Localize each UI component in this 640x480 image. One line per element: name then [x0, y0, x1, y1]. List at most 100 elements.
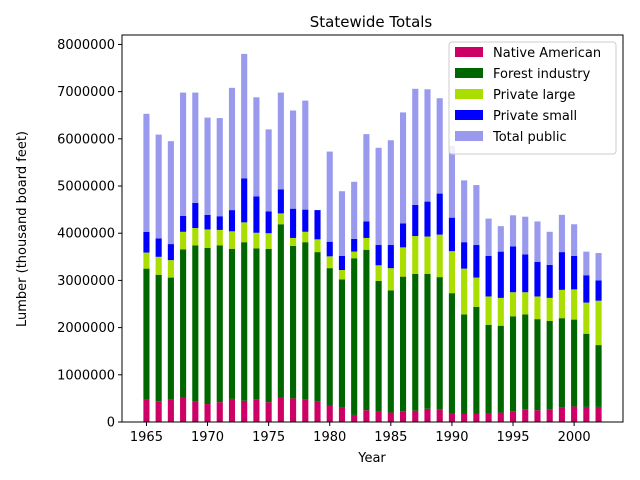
- y-tick-label: 3000000: [57, 274, 115, 289]
- bar-segment-1-2001: [583, 333, 590, 407]
- bar-segment-4-2000: [571, 224, 578, 256]
- bar-segment-2-1994: [497, 297, 504, 326]
- bar-segment-3-1998: [546, 264, 553, 298]
- bar-segment-2-1991: [461, 268, 468, 315]
- bar-segment-1-1980: [326, 268, 333, 406]
- bar-segment-3-1994: [497, 251, 504, 298]
- bar-segment-4-1995: [509, 215, 517, 247]
- bar-segment-1-1975: [265, 248, 272, 403]
- y-axis-ticks: 0 1000000 2000000 3000000 4000000 5000000 6000…: [57, 38, 122, 431]
- bar-segment-0-1983: [363, 410, 370, 422]
- bar-segment-4-1992: [473, 185, 480, 246]
- bar-segment-2-1987: [412, 236, 419, 274]
- bar-segment-2-1977: [290, 237, 297, 246]
- bar-segment-2-1990: [448, 251, 455, 294]
- bar-segment-4-1989: [436, 98, 443, 194]
- bar-segment-0-1972: [228, 398, 236, 422]
- bar-segment-0-1999: [558, 407, 565, 422]
- bar-segment-2-1980: [326, 256, 333, 269]
- bar-segment-3-1996: [522, 254, 529, 293]
- plot-frame: [121, 34, 624, 423]
- bar-segment-3-2001: [583, 275, 590, 303]
- bar-segment-4-1976: [277, 92, 284, 190]
- legend: Native American Forest industry Private la…: [448, 41, 617, 155]
- bar-segment-0-1992: [473, 413, 480, 422]
- bar-segment-3-1984: [375, 245, 382, 266]
- legend-swatch-1: [455, 68, 483, 78]
- bar-segment-2-1981: [338, 270, 346, 280]
- bar-segment-3-1972: [228, 210, 236, 232]
- bar-segment-2-1970: [204, 229, 211, 248]
- bar-segment-3-1993: [485, 255, 492, 297]
- bar-segment-1-1982: [351, 258, 358, 415]
- bar-segment-1-1974: [253, 248, 260, 400]
- bar-segment-2-1993: [485, 296, 492, 325]
- bar-segment-0-1998: [546, 409, 553, 422]
- bar-segment-0-1981: [338, 407, 346, 422]
- bar-segment-2-1995: [509, 292, 517, 317]
- bar-segment-3-1995: [509, 246, 517, 293]
- bar-segment-2-1969: [192, 228, 199, 246]
- bar-segment-1-1983: [363, 249, 370, 411]
- bar-segment-2-1996: [522, 292, 529, 315]
- x-tick-label: 1980: [313, 430, 346, 445]
- bar-segment-1-1991: [461, 314, 468, 414]
- bar-segment-2-1973: [241, 222, 248, 243]
- bar-segment-1-1968: [180, 249, 187, 397]
- bars-group: [143, 53, 602, 422]
- bar-segment-3-1979: [314, 210, 321, 240]
- bar-segment-4-1966: [155, 134, 162, 239]
- bar-segment-0-1995: [509, 411, 517, 422]
- bar-segment-2-1984: [375, 265, 382, 281]
- bar-segment-2-1992: [473, 277, 480, 307]
- bar-segment-4-1998: [546, 231, 553, 265]
- y-tick-label: 1000000: [57, 368, 115, 383]
- bar-segment-4-1981: [338, 191, 346, 256]
- bar-segment-4-1978: [302, 100, 309, 210]
- x-tick-label: 1990: [435, 430, 468, 445]
- bar-segment-1-1999: [558, 318, 565, 408]
- bar-segment-1-1989: [436, 277, 443, 410]
- bar-segment-1-1986: [399, 276, 407, 412]
- bar-segment-1-1984: [375, 280, 382, 412]
- bar-segment-1-1965: [143, 268, 150, 400]
- bar-segment-1-1969: [192, 245, 199, 402]
- bar-segment-3-1968: [180, 215, 187, 232]
- bar-segment-4-1965: [143, 113, 150, 232]
- bar-segment-0-1979: [314, 401, 321, 422]
- bar-segment-0-1986: [399, 411, 407, 422]
- bar-segment-4-1986: [399, 112, 407, 224]
- bar-segment-0-1978: [302, 399, 309, 422]
- y-tick-label: 5000000: [57, 180, 115, 195]
- bar-segment-4-1990: [448, 145, 455, 218]
- x-tick-label: 1985: [374, 430, 407, 445]
- bar-segment-2-1972: [228, 231, 236, 249]
- x-axis-title: Year: [357, 451, 386, 466]
- legend-label-1: Forest industry: [493, 67, 591, 82]
- bar-segment-4-1993: [485, 218, 492, 256]
- x-tick-label: 1965: [130, 430, 163, 445]
- bar-segment-1-1987: [412, 273, 419, 411]
- bar-segment-3-1983: [363, 221, 370, 238]
- bar-segment-0-1997: [534, 410, 541, 422]
- bar-segment-3-1987: [412, 204, 419, 237]
- bar-segment-2-1965: [143, 252, 150, 269]
- bar-segment-2-1998: [546, 297, 553, 322]
- bar-segment-1-1992: [473, 306, 480, 414]
- bar-segment-0-1993: [485, 413, 492, 422]
- bar-segment-0-1977: [290, 398, 297, 422]
- bar-segment-0-1991: [461, 413, 468, 422]
- bar-segment-4-1970: [204, 117, 211, 215]
- bar-segment-3-1975: [265, 211, 272, 234]
- bar-segment-4-1980: [326, 151, 333, 242]
- bar-segment-0-1969: [192, 401, 199, 422]
- bar-segment-1-1996: [522, 314, 529, 410]
- bar-segment-1-1993: [485, 324, 492, 414]
- bar-segment-2-1976: [277, 213, 284, 225]
- bar-segment-1-1988: [424, 273, 431, 409]
- bar-segment-4-1999: [558, 214, 565, 253]
- bar-segment-1-1970: [204, 247, 211, 405]
- y-tick-label: 7000000: [57, 85, 115, 100]
- bar-segment-3-1966: [155, 238, 162, 257]
